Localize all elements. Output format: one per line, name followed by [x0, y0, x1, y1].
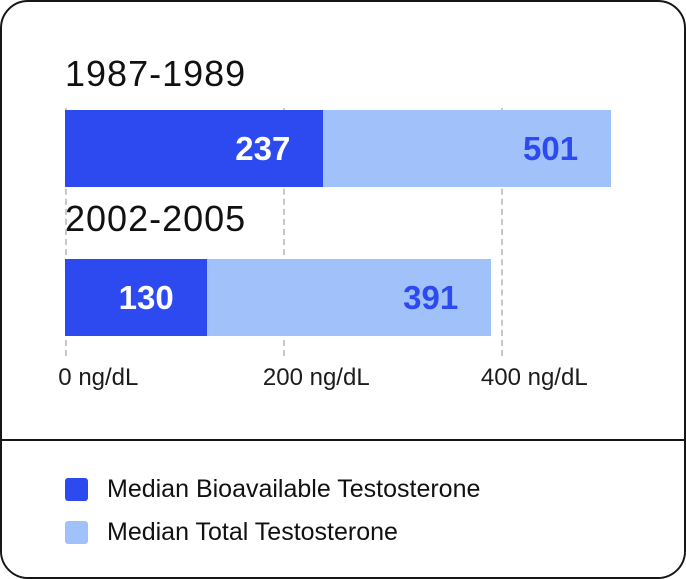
- bar-value-total: 391: [403, 278, 459, 316]
- legend-item: Median Bioavailable Testosterone: [65, 475, 684, 504]
- legend-item: Median Total Testosterone: [65, 518, 684, 547]
- group-title: 2002-2005: [65, 198, 247, 239]
- bar-segment-total: 501: [323, 110, 612, 187]
- gridline: [65, 108, 67, 356]
- chart-legend: Median Bioavailable Testosterone Median …: [2, 439, 684, 577]
- gridline: [501, 108, 503, 356]
- bar-segment-total: 391: [206, 259, 492, 336]
- legend-swatch: [65, 478, 88, 501]
- x-axis-tick-label: 200 ng/dL: [262, 364, 370, 391]
- bar-value-total: 501: [523, 129, 579, 167]
- bar-segment-bioavailable: 237: [65, 110, 324, 187]
- group-title: 1987-1989: [65, 53, 247, 94]
- legend-label: Median Bioavailable Testosterone: [107, 475, 481, 503]
- x-axis-tick-label: 400 ng/dL: [480, 364, 588, 391]
- gridline: [283, 108, 285, 356]
- bar-chart: 1987-1989 237 501 2002-2005 130 391 0 ng…: [2, 2, 684, 441]
- bar-segment-bioavailable: 130: [65, 259, 207, 336]
- x-axis-tick-label: 0 ng/dL: [58, 364, 139, 391]
- legend-label: Median Total Testosterone: [107, 518, 398, 546]
- legend-swatch: [65, 521, 88, 544]
- bar-row: 237 501: [65, 110, 612, 187]
- bar-value-bioavailable: 237: [235, 129, 291, 167]
- bar-row: 130 391: [65, 259, 492, 336]
- bar-value-bioavailable: 130: [118, 278, 174, 316]
